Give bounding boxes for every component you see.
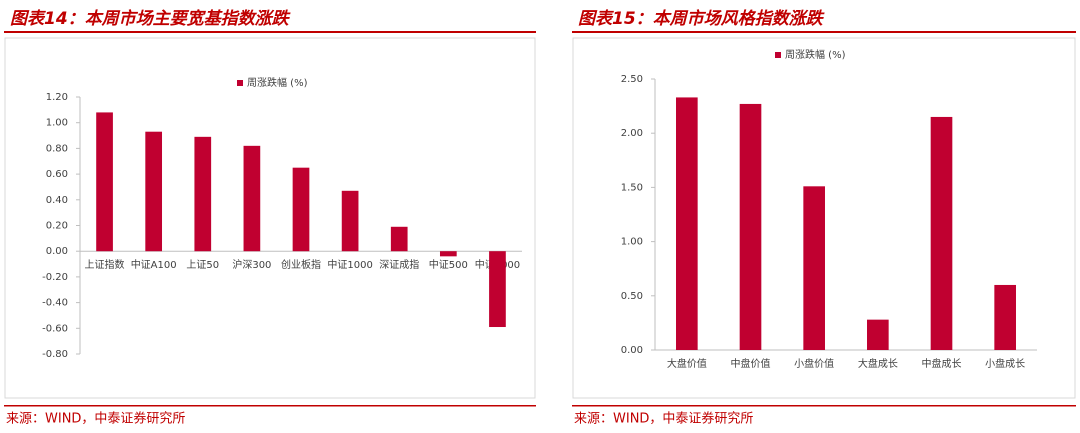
- y-tick-label: 2.00: [621, 128, 643, 139]
- chart-frame: [4, 37, 536, 399]
- bar: [676, 97, 698, 350]
- bar: [489, 251, 506, 328]
- x-tick-label: 小盘价值: [794, 357, 834, 370]
- x-tick-label: 深证成指: [379, 258, 419, 271]
- bar: [292, 167, 310, 252]
- bar: [96, 112, 113, 252]
- source-note: 来源：WIND，中泰证券研究所: [6, 411, 185, 427]
- chart-frame: [572, 37, 1076, 399]
- bar: [243, 145, 261, 252]
- header-rule: [572, 31, 1076, 33]
- y-tick-label: 0.50: [621, 291, 643, 302]
- x-tick-label: 中证500: [429, 258, 468, 271]
- y-tick-label: 0.60: [46, 169, 68, 180]
- y-tick-label: 0.00: [621, 345, 643, 356]
- legend-swatch: [775, 52, 781, 58]
- y-tick-label: -0.20: [42, 272, 68, 283]
- y-tick-label: 0.00: [46, 246, 68, 257]
- x-tick-label: 中盘价值: [731, 357, 771, 370]
- bar: [867, 319, 889, 350]
- x-tick-label: 中证A100: [131, 258, 177, 271]
- y-tick-label: 2.50: [621, 74, 643, 85]
- footer-rule: [572, 405, 1076, 407]
- y-tick-label: 1.00: [46, 118, 68, 129]
- x-tick-label: 大盘成长: [858, 357, 898, 370]
- x-tick-label: 上证指数: [85, 258, 125, 271]
- legend-label: 周涨跌幅 (%): [785, 48, 846, 61]
- y-tick-label: 1.20: [46, 92, 68, 103]
- y-tick-label: -0.60: [42, 323, 68, 334]
- x-tick-label: 上证50: [186, 259, 219, 271]
- y-tick-label: -0.40: [42, 298, 68, 309]
- x-tick-label: 小盘成长: [985, 357, 1025, 370]
- footer-rule: [4, 405, 536, 407]
- x-tick-label: 中证1000: [327, 258, 372, 271]
- chart-title: 图表15：本周市场风格指数涨跌: [578, 9, 826, 29]
- bar: [390, 226, 408, 252]
- bar: [994, 284, 1016, 350]
- y-tick-label: 0.80: [46, 143, 68, 154]
- bar: [930, 116, 953, 350]
- y-tick-label: -0.80: [42, 349, 68, 360]
- y-tick-label: 0.20: [46, 221, 68, 232]
- source-note: 来源：WIND，中泰证券研究所: [574, 411, 753, 427]
- x-tick-label: 大盘价值: [667, 357, 707, 370]
- chart-title: 图表14：本周市场主要宽基指数涨跌: [10, 9, 292, 29]
- bar: [803, 186, 825, 350]
- bar: [341, 190, 359, 252]
- x-tick-label: 沪深300: [232, 258, 271, 271]
- bar: [739, 103, 762, 350]
- y-tick-label: 1.50: [621, 182, 643, 193]
- x-tick-label: 中盘成长: [922, 357, 962, 370]
- y-tick-label: 0.40: [46, 195, 68, 206]
- header-rule: [4, 31, 536, 33]
- y-tick-label: 1.00: [621, 237, 643, 248]
- bar: [145, 131, 163, 252]
- bar: [439, 251, 457, 257]
- legend-label: 周涨跌幅 (%): [247, 76, 308, 89]
- bar: [194, 136, 212, 252]
- x-tick-label: 创业板指: [281, 258, 321, 271]
- legend-swatch: [237, 80, 243, 86]
